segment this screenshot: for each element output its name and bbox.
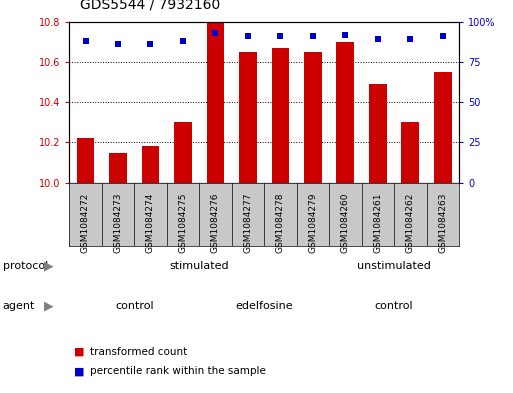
Text: edelfosine: edelfosine	[235, 301, 293, 310]
Text: agent: agent	[3, 301, 35, 310]
Text: GSM1084276: GSM1084276	[211, 192, 220, 253]
Bar	[109, 152, 127, 183]
Point	[114, 41, 122, 47]
Text: ■: ■	[74, 347, 85, 357]
Bar	[76, 138, 94, 183]
Text: GSM1084263: GSM1084263	[439, 192, 447, 253]
Bar	[337, 42, 354, 183]
Point	[277, 33, 285, 39]
Point	[374, 36, 382, 42]
Text: ▶: ▶	[44, 260, 53, 273]
Point	[211, 30, 220, 36]
Bar	[239, 52, 257, 183]
Text: percentile rank within the sample: percentile rank within the sample	[90, 366, 266, 376]
Text: GSM1084260: GSM1084260	[341, 192, 350, 253]
Bar	[434, 72, 452, 183]
Bar	[142, 147, 160, 183]
Text: GSM1084262: GSM1084262	[406, 192, 415, 253]
Bar	[271, 48, 289, 183]
Point	[341, 31, 349, 38]
Text: GSM1084272: GSM1084272	[81, 192, 90, 253]
Text: transformed count: transformed count	[90, 347, 187, 357]
Text: ■: ■	[74, 366, 85, 376]
Point	[179, 38, 187, 44]
Text: GSM1084274: GSM1084274	[146, 192, 155, 253]
Point	[406, 36, 415, 42]
Point	[309, 33, 317, 39]
Text: protocol: protocol	[3, 261, 48, 271]
Text: ▶: ▶	[44, 299, 53, 312]
Text: stimulated: stimulated	[169, 261, 229, 271]
Point	[439, 33, 447, 39]
Text: GSM1084279: GSM1084279	[308, 192, 318, 253]
Text: GSM1084277: GSM1084277	[244, 192, 252, 253]
Text: control: control	[375, 301, 413, 310]
Point	[244, 33, 252, 39]
Text: GSM1084275: GSM1084275	[179, 192, 187, 253]
Bar	[369, 84, 387, 183]
Bar	[304, 52, 322, 183]
Point	[82, 38, 90, 44]
Point	[146, 41, 154, 47]
Text: GDS5544 / 7932160: GDS5544 / 7932160	[80, 0, 220, 12]
Text: unstimulated: unstimulated	[357, 261, 431, 271]
Bar	[402, 122, 419, 183]
Text: GSM1084273: GSM1084273	[113, 192, 123, 253]
Text: GSM1084278: GSM1084278	[276, 192, 285, 253]
Text: control: control	[115, 301, 153, 310]
Bar	[174, 122, 192, 183]
Text: GSM1084261: GSM1084261	[373, 192, 382, 253]
Bar	[207, 22, 224, 183]
